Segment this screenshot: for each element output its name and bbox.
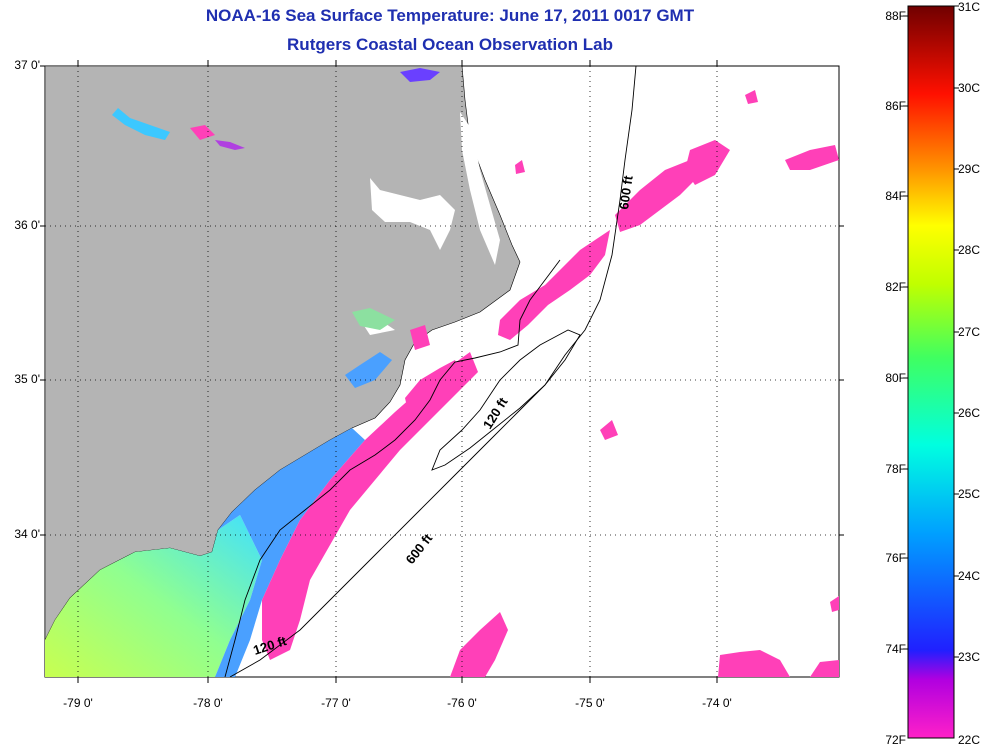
lon-label-75: -75 0'	[575, 696, 605, 710]
axis-ticks	[40, 60, 844, 683]
colorbar-ticks	[903, 5, 959, 658]
lon-label-74: -74 0'	[702, 696, 732, 710]
lat-label-36: 36 0'	[14, 218, 40, 232]
colorbar-f-label: 82F	[885, 280, 906, 294]
colorbar-c-label: 25C	[958, 487, 981, 501]
colorbar-f-label: 88F	[885, 9, 906, 23]
colorbar-c-label: 27C	[958, 325, 981, 339]
colorbar-c-label: 30C	[958, 81, 981, 95]
colorbar-c-label: 26C	[958, 406, 981, 420]
colorbar-c-label: 23C	[958, 650, 981, 664]
map-title: NOAA-16 Sea Surface Temperature: June 17…	[205, 6, 695, 25]
lat-label-34: 34 0'	[14, 527, 40, 541]
lon-label-78: -78 0'	[193, 696, 223, 710]
map-subtitle: Rutgers Coastal Ocean Observation Lab	[287, 35, 613, 54]
colorbar-c-label: 29C	[958, 162, 981, 176]
colorbar-f-label: 86F	[885, 99, 906, 113]
colorbar-f-label: 74F	[885, 642, 906, 656]
lon-label-79: -79 0'	[63, 696, 93, 710]
colorbar-c-label: 22C	[958, 733, 981, 747]
colorbar-c-label: 24C	[958, 569, 981, 583]
colorbar-f-label: 72F	[885, 733, 906, 747]
lon-label-76: -76 0'	[447, 696, 477, 710]
colorbar-c-label: 28C	[958, 243, 981, 257]
contour-label-600ft-north: 600 ft	[616, 174, 636, 210]
colorbar-f-label: 80F	[885, 371, 906, 385]
colorbar-f-label: 76F	[885, 551, 906, 565]
colorbar-c-label: 31C	[958, 0, 981, 14]
nearshore-water	[215, 428, 365, 677]
lon-label-77: -77 0'	[321, 696, 351, 710]
map-gridlines	[45, 66, 839, 677]
colorbar-f-label: 84F	[885, 189, 906, 203]
lat-label-37: 37 0'	[14, 58, 40, 72]
lat-label-35: 35 0'	[14, 372, 40, 386]
colorbar-f-label: 78F	[885, 462, 906, 476]
bathymetry-contours	[224, 66, 637, 677]
cool-water-patches	[190, 90, 839, 677]
colorbar	[907, 5, 955, 739]
